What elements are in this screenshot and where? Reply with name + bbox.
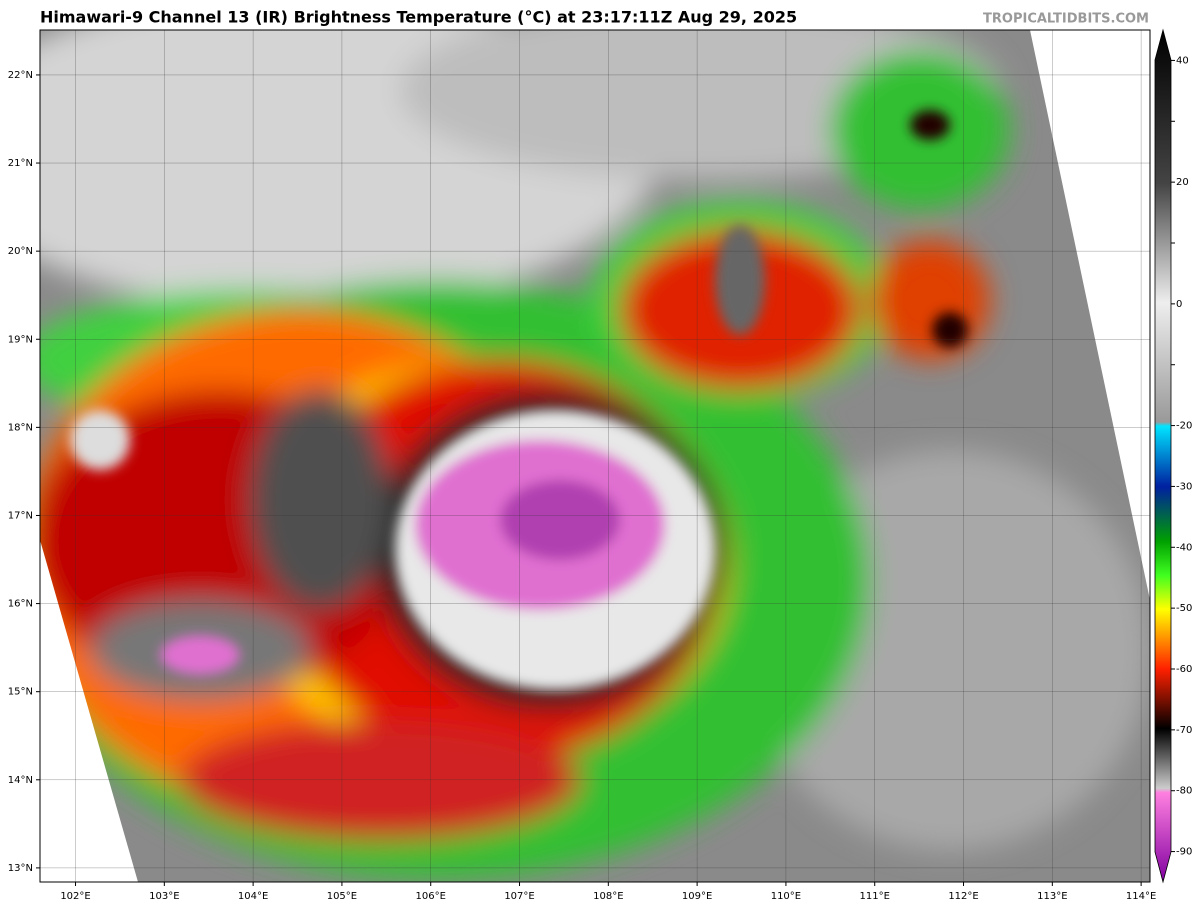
lat-tick-label: 19°N (8, 334, 33, 345)
lat-tick-label: 17°N (8, 510, 33, 521)
lon-tick-label: 111°E (860, 891, 890, 902)
colorbar-tick-label: -50 (1176, 603, 1192, 614)
lon-tick-label: 114°E (1126, 891, 1156, 902)
lon-tick-label: 110°E (771, 891, 801, 902)
lat-tick-label: 21°N (8, 158, 33, 169)
colorbar-tick-label: 40 (1176, 55, 1189, 66)
lon-tick-label: 108°E (593, 891, 623, 902)
credit: TROPICALTIDBITS.COM (983, 12, 1149, 27)
colorbar-tick-label: -70 (1176, 725, 1192, 736)
map-frame (39, 29, 1151, 883)
lon-tick-label: 103°E (149, 891, 179, 902)
title: Himawari-9 Channel 13 (IR) Brightness Te… (40, 8, 797, 27)
lon-tick-label: 109°E (682, 891, 712, 902)
colorbar-tick-label: -80 (1176, 786, 1192, 797)
colorbar-tick-label: -40 (1176, 542, 1192, 553)
colorbar (1154, 28, 1172, 884)
colorbar-tick-label: 20 (1176, 177, 1189, 188)
lat-tick-label: 14°N (8, 775, 33, 786)
lat-tick-label: 18°N (8, 422, 33, 433)
lat-tick-label: 15°N (8, 687, 33, 698)
colorbar-tick-label: -20 (1176, 421, 1192, 432)
lat-tick-label: 20°N (8, 246, 33, 257)
lon-tick-label: 105°E (327, 891, 357, 902)
imagery (40, 30, 1150, 882)
lat-tick-label: 22°N (8, 70, 33, 81)
lon-tick-label: 107°E (504, 891, 534, 902)
lon-tick-label: 112°E (948, 891, 978, 902)
lon-tick-label: 102°E (60, 891, 90, 902)
lat-tick-label: 16°N (8, 599, 33, 610)
colorbar-tick-label: -30 (1176, 481, 1192, 492)
colorbar-tick-label: -60 (1176, 664, 1192, 675)
colorbar-tick-label: -90 (1176, 847, 1192, 858)
lon-tick-label: 113°E (1037, 891, 1067, 902)
colorbar-tick-label: 0 (1176, 299, 1182, 310)
lat-tick-label: 13°N (8, 863, 33, 874)
lon-tick-label: 106°E (416, 891, 446, 902)
lon-tick-label: 104°E (238, 891, 268, 902)
